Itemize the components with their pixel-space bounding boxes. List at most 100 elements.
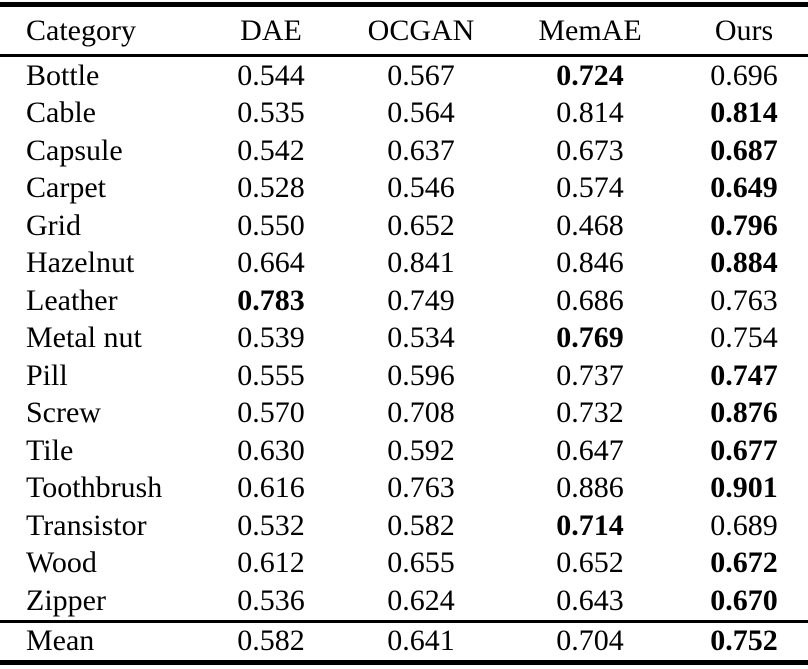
category-cell: Tile	[26, 433, 74, 467]
value-cell: 0.752	[680, 619, 808, 662]
value-cell: 0.724	[556, 58, 624, 92]
value-cell: 0.550	[237, 208, 305, 242]
column-header-ours: Ours	[680, 4, 808, 57]
value-cell: 0.714	[556, 508, 624, 542]
value-cell: 0.886	[556, 471, 624, 505]
value-cell: 0.754	[710, 321, 778, 355]
value-cell: 0.612	[237, 546, 305, 580]
value-cell: 0.592	[387, 433, 455, 467]
table-row: Tile 0.630 0.592 0.647 0.677	[0, 432, 808, 470]
header-row: Category DAE OCGAN MemAE Ours	[0, 4, 808, 57]
table-row: Capsule 0.542 0.637 0.673 0.687	[0, 132, 808, 170]
table-row: Zipper 0.536 0.624 0.643 0.670	[0, 582, 808, 621]
value-cell: 0.704	[500, 619, 680, 662]
value-cell: 0.763	[710, 283, 778, 317]
mean-row: Mean 0.582 0.641 0.704 0.752	[0, 619, 808, 662]
table-row: Hazelnut 0.664 0.841 0.846 0.884	[0, 245, 808, 283]
value-cell: 0.630	[237, 433, 305, 467]
column-header-dae: DAE	[200, 4, 342, 57]
category-cell: Zipper	[26, 583, 106, 617]
category-cell: Leather	[26, 283, 118, 317]
value-cell: 0.884	[710, 246, 778, 280]
table-body: Bottle 0.544 0.567 0.724 0.696 Cable 0.535 0.56…	[0, 56, 808, 662]
table-row: Wood 0.612 0.655 0.652 0.672	[0, 545, 808, 583]
value-cell: 0.673	[556, 133, 624, 167]
value-cell: 0.769	[556, 321, 624, 355]
value-cell: 0.532	[237, 508, 305, 542]
value-cell: 0.539	[237, 321, 305, 355]
column-header-memae: MemAE	[500, 4, 680, 57]
table-row: Leather 0.783 0.749 0.686 0.763	[0, 282, 808, 320]
value-cell: 0.596	[387, 358, 455, 392]
value-cell: 0.555	[237, 358, 305, 392]
value-cell: 0.652	[387, 208, 455, 242]
value-cell: 0.582	[200, 619, 342, 662]
value-cell: 0.670	[710, 583, 778, 617]
value-cell: 0.846	[556, 246, 624, 280]
table-row: Carpet 0.528 0.546 0.574 0.649	[0, 170, 808, 208]
value-cell: 0.876	[710, 396, 778, 430]
value-cell: 0.564	[387, 96, 455, 130]
value-cell: 0.647	[556, 433, 624, 467]
value-cell: 0.664	[237, 246, 305, 280]
category-cell: Transistor	[26, 508, 147, 542]
table-row: Metal nut 0.539 0.534 0.769 0.754	[0, 320, 808, 358]
value-cell: 0.570	[237, 396, 305, 430]
value-cell: 0.687	[710, 133, 778, 167]
value-cell: 0.468	[556, 208, 624, 242]
category-cell: Hazelnut	[26, 246, 135, 280]
category-cell: Cable	[26, 96, 96, 130]
value-cell: 0.574	[556, 171, 624, 205]
category-cell: Mean	[0, 619, 200, 662]
value-cell: 0.783	[237, 283, 305, 317]
value-cell: 0.616	[237, 471, 305, 505]
value-cell: 0.696	[710, 58, 778, 92]
category-cell: Carpet	[26, 171, 106, 205]
category-cell: Metal nut	[26, 321, 142, 355]
table-row: Screw 0.570 0.708 0.732 0.876	[0, 395, 808, 433]
value-cell: 0.901	[710, 471, 778, 505]
category-cell: Pill	[26, 358, 68, 392]
value-cell: 0.535	[237, 96, 305, 130]
value-cell: 0.689	[710, 508, 778, 542]
value-cell: 0.536	[237, 583, 305, 617]
table-row: Grid 0.550 0.652 0.468 0.796	[0, 207, 808, 245]
value-cell: 0.814	[710, 96, 778, 130]
table-row: Toothbrush 0.616 0.763 0.886 0.901	[0, 470, 808, 508]
value-cell: 0.677	[710, 433, 778, 467]
value-cell: 0.582	[387, 508, 455, 542]
value-cell: 0.672	[710, 546, 778, 580]
table-row: Transistor 0.532 0.582 0.714 0.689	[0, 507, 808, 545]
value-cell: 0.814	[556, 96, 624, 130]
value-cell: 0.542	[237, 133, 305, 167]
value-cell: 0.796	[710, 208, 778, 242]
value-cell: 0.649	[710, 171, 778, 205]
value-cell: 0.641	[342, 619, 500, 662]
value-cell: 0.655	[387, 546, 455, 580]
value-cell: 0.637	[387, 133, 455, 167]
value-cell: 0.686	[556, 283, 624, 317]
category-cell: Bottle	[26, 58, 100, 92]
value-cell: 0.652	[556, 546, 624, 580]
value-cell: 0.567	[387, 58, 455, 92]
category-cell: Wood	[26, 546, 97, 580]
table-row: Bottle 0.544 0.567 0.724 0.696	[0, 56, 808, 95]
table-row: Cable 0.535 0.564 0.814 0.814	[0, 95, 808, 133]
value-cell: 0.747	[710, 358, 778, 392]
value-cell: 0.624	[387, 583, 455, 617]
category-cell: Toothbrush	[26, 471, 163, 505]
category-cell: Screw	[26, 396, 101, 430]
value-cell: 0.763	[387, 471, 455, 505]
value-cell: 0.528	[237, 171, 305, 205]
value-cell: 0.544	[237, 58, 305, 92]
value-cell: 0.643	[556, 583, 624, 617]
value-cell: 0.546	[387, 171, 455, 205]
value-cell: 0.737	[556, 358, 624, 392]
category-cell: Grid	[26, 208, 81, 242]
value-cell: 0.749	[387, 283, 455, 317]
value-cell: 0.534	[387, 321, 455, 355]
value-cell: 0.708	[387, 396, 455, 430]
category-cell: Capsule	[26, 133, 123, 167]
